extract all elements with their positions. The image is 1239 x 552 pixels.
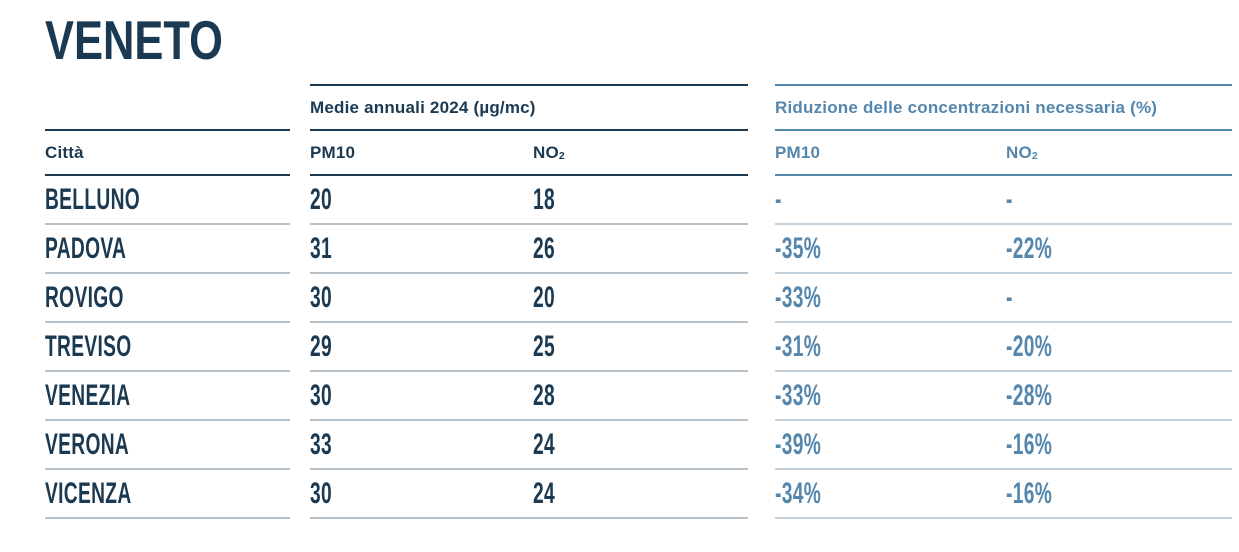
spacer	[529, 131, 533, 176]
row-verona-city: VERONA	[45, 421, 290, 470]
spacer	[529, 372, 533, 421]
spacer	[748, 421, 775, 470]
spacer	[290, 84, 310, 131]
row-belluno-pm10-avg: 20	[310, 176, 529, 225]
spacer	[529, 84, 533, 131]
row-padova-no2-avg: 26	[533, 225, 748, 274]
col-header-no2-reduction: NO2	[1006, 131, 1232, 176]
spacer	[748, 84, 775, 131]
spacer	[529, 274, 533, 323]
row-belluno-pm10-reduction: -	[775, 176, 1002, 225]
row-rovigo-pm10-avg: 30	[310, 274, 529, 323]
spacer	[1002, 372, 1006, 421]
spacer	[290, 372, 310, 421]
row-venezia-city: VENEZIA	[45, 372, 290, 421]
row-venezia-pm10-avg: 30	[310, 372, 529, 421]
spacer	[748, 225, 775, 274]
row-belluno-no2-reduction: -	[1006, 176, 1232, 225]
row-rovigo-no2-reduction: -	[1006, 274, 1232, 323]
spacer	[1002, 131, 1006, 176]
col-header-no2-annual: NO2	[533, 131, 748, 176]
row-vicenza-pm10-avg: 30	[310, 470, 529, 519]
col-header-city: Città	[45, 131, 290, 176]
spacer	[1002, 84, 1006, 131]
col-header-pm10-reduction: PM10	[775, 131, 1002, 176]
row-vicenza-no2-avg: 24	[533, 470, 748, 519]
group-header-annual-means-label: Medie annuali 2024 (µg/mc)	[310, 97, 536, 117]
row-verona-pm10-avg: 33	[310, 421, 529, 470]
group-header-reduction: Riduzione delle concentrazioni necessari…	[775, 84, 1157, 131]
row-venezia-no2-avg: 28	[533, 372, 748, 421]
page-title: VENETO	[45, 9, 223, 71]
spacer	[290, 225, 310, 274]
row-padova-pm10-reduction: -35%	[775, 225, 1002, 274]
spacer	[529, 225, 533, 274]
row-venezia-no2-reduction: -28%	[1006, 372, 1232, 421]
group-header-reduction-label: Riduzione delle concentrazioni necessari…	[775, 97, 1158, 117]
spacer	[290, 323, 310, 372]
spacer	[1002, 274, 1006, 323]
col-header-pm10-annual: PM10	[310, 131, 529, 176]
spacer	[1002, 421, 1006, 470]
spacer	[290, 470, 310, 519]
spacer	[748, 470, 775, 519]
row-verona-no2-avg: 24	[533, 421, 748, 470]
spacer	[1002, 176, 1006, 225]
spacer	[529, 421, 533, 470]
spacer	[748, 323, 775, 372]
row-rovigo-pm10-reduction: -33%	[775, 274, 1002, 323]
group-header-annual-means: Medie annuali 2024 (µg/mc)	[310, 84, 535, 131]
row-belluno-city: BELLUNO	[45, 176, 290, 225]
row-verona-no2-reduction: -16%	[1006, 421, 1232, 470]
spacer	[290, 274, 310, 323]
row-treviso-city: TREVISO	[45, 323, 290, 372]
spacer	[748, 176, 775, 225]
city-header-spacer	[45, 84, 290, 131]
spacer	[529, 176, 533, 225]
row-treviso-pm10-reduction: -31%	[775, 323, 1002, 372]
row-rovigo-no2-avg: 20	[533, 274, 748, 323]
row-belluno-no2-avg: 18	[533, 176, 748, 225]
spacer	[290, 131, 310, 176]
row-padova-pm10-avg: 31	[310, 225, 529, 274]
row-padova-no2-reduction: -22%	[1006, 225, 1232, 274]
row-treviso-pm10-avg: 29	[310, 323, 529, 372]
row-treviso-no2-reduction: -20%	[1006, 323, 1232, 372]
row-vicenza-city: VICENZA	[45, 470, 290, 519]
row-vicenza-no2-reduction: -16%	[1006, 470, 1232, 519]
spacer	[1002, 323, 1006, 372]
row-padova-city: PADOVA	[45, 225, 290, 274]
group-header-reduction-extent	[1006, 84, 1232, 131]
spacer	[290, 176, 310, 225]
air-quality-table: Medie annuali 2024 (µg/mc) Riduzione del…	[45, 84, 1232, 519]
row-verona-pm10-reduction: -39%	[775, 421, 1002, 470]
spacer	[290, 421, 310, 470]
spacer	[748, 131, 775, 176]
spacer	[748, 372, 775, 421]
row-treviso-no2-avg: 25	[533, 323, 748, 372]
spacer	[1002, 225, 1006, 274]
spacer	[748, 274, 775, 323]
spacer	[529, 323, 533, 372]
row-venezia-pm10-reduction: -33%	[775, 372, 1002, 421]
spacer	[529, 470, 533, 519]
row-vicenza-pm10-reduction: -34%	[775, 470, 1002, 519]
spacer	[1002, 470, 1006, 519]
row-rovigo-city: ROVIGO	[45, 274, 290, 323]
group-header-annual-means-extent	[533, 84, 748, 131]
